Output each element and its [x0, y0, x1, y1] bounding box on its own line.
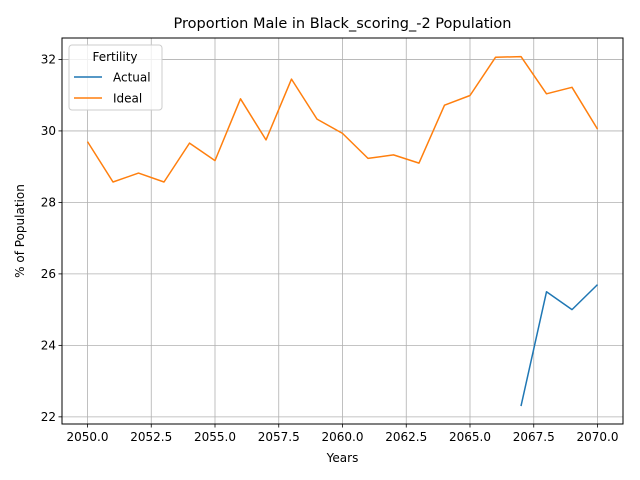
y-tick-label: 30 — [41, 124, 56, 138]
legend-title: Fertility — [92, 50, 137, 64]
x-tick-label: 2057.5 — [258, 430, 300, 444]
series-line-ideal — [86, 55, 599, 183]
x-tick-label: 2055.0 — [194, 430, 236, 444]
x-tick-label: 2070.0 — [577, 430, 619, 444]
series-line-actual — [520, 284, 599, 407]
y-tick-label: 32 — [41, 53, 56, 67]
y-tick-label: 26 — [41, 267, 56, 281]
axis-ticks: 2050.0 2052.5 2055.0 2057.5 2060.0 2062.5 2065… — [41, 53, 619, 444]
x-tick-label: 2067.5 — [513, 430, 555, 444]
series-lines — [86, 55, 599, 407]
x-axis-title: Years — [326, 451, 359, 465]
y-tick-label: 22 — [41, 410, 56, 424]
y-tick-label: 24 — [41, 339, 56, 353]
legend: Fertility Actual Ideal — [68, 44, 163, 111]
y-tick-label: 28 — [41, 196, 56, 210]
x-tick-label: 2050.0 — [67, 430, 109, 444]
y-axis-title: % of Population — [13, 184, 27, 278]
x-tick-label: 2065.0 — [449, 430, 491, 444]
legend-box — [68, 44, 163, 111]
legend-label-actual: Actual — [113, 70, 151, 84]
x-tick-label: 2052.5 — [130, 430, 172, 444]
x-tick-label: 2060.0 — [322, 430, 364, 444]
chart-title: Proportion Male in Black_scoring_-2 Popu… — [174, 16, 512, 32]
legend-label-ideal: Ideal — [113, 91, 142, 105]
grid-lines — [62, 38, 623, 424]
x-tick-label: 2062.5 — [385, 430, 427, 444]
